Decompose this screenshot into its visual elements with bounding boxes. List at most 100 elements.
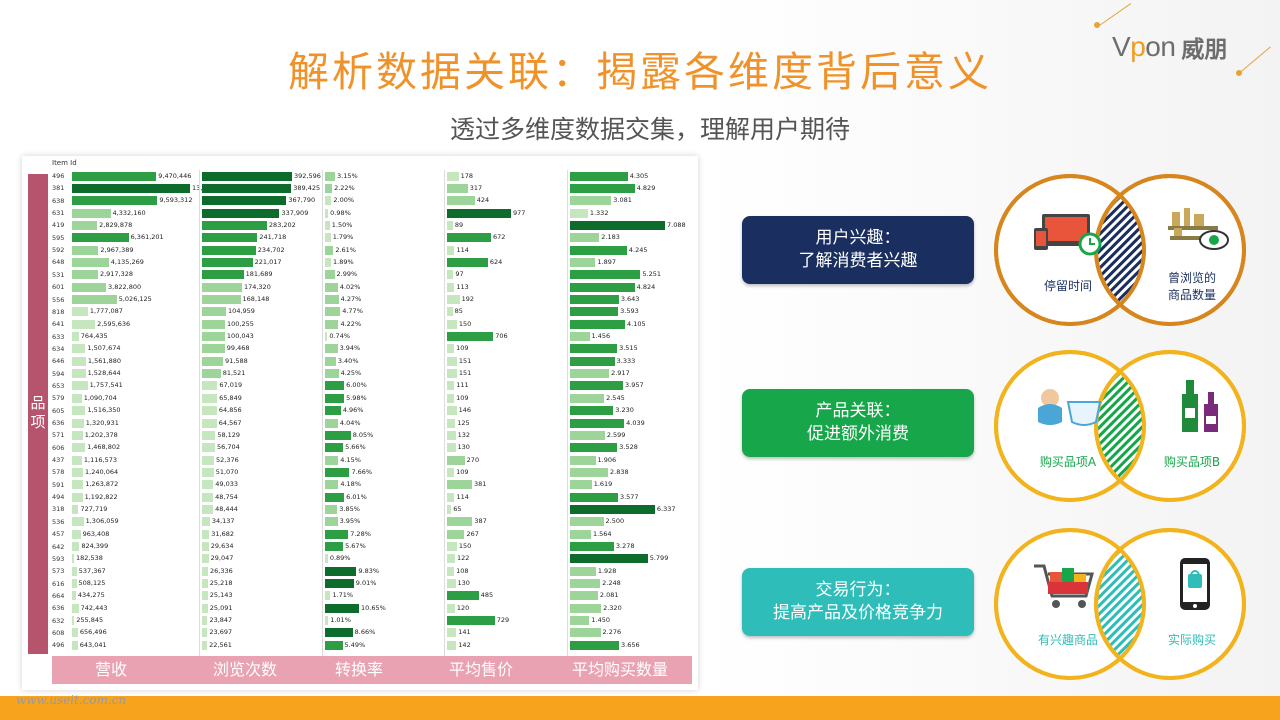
cell-views: 29,047 xyxy=(202,554,233,564)
table-row: 606 1,468,802 56,704 5.66% 130 3.528 xyxy=(52,442,692,454)
cell-revenue: 434,275 xyxy=(72,591,105,601)
cell-qty: 3.230 xyxy=(570,406,634,416)
bar-views xyxy=(202,517,210,527)
value-qty: 2.081 xyxy=(599,591,619,600)
value-revenue: 1,561,880 xyxy=(87,356,121,365)
bar-revenue xyxy=(72,504,79,514)
value-revenue: 1,192,822 xyxy=(84,492,118,501)
bar-conv xyxy=(325,603,359,613)
value-qty: 3.515 xyxy=(619,344,638,353)
cell-conv: 4.02% xyxy=(325,282,360,292)
item-id: 601 xyxy=(52,283,65,292)
bar-conv xyxy=(325,295,339,304)
value-conv: 1.50% xyxy=(331,220,353,229)
cell-revenue: 1,468,802 xyxy=(72,443,121,453)
row-axis-label: 品项 xyxy=(28,174,48,654)
value-views: 34,137 xyxy=(211,517,235,526)
value-conv: 7.66% xyxy=(351,467,373,476)
table-row: 616 508,125 25,218 9.01% 130 2.248 xyxy=(52,578,692,590)
bar-conv xyxy=(325,369,339,379)
bar-price xyxy=(447,245,455,255)
value-revenue: 2,829,878 xyxy=(99,220,133,229)
table-row: 641 2,595,636 100,255 4.22% 150 4.105 xyxy=(52,318,692,330)
bar-revenue xyxy=(72,418,84,428)
cell-views: 392,596 xyxy=(202,171,321,181)
value-revenue: 9,593,312 xyxy=(159,196,193,205)
value-revenue: 2,595,636 xyxy=(97,319,131,328)
bar-qty xyxy=(570,554,648,564)
cell-conv: 1.71% xyxy=(325,591,354,601)
bar-revenue xyxy=(72,480,84,490)
cell-conv: 3.85% xyxy=(325,504,360,514)
bar-price xyxy=(447,183,468,193)
item-id: 595 xyxy=(52,233,65,242)
value-qty: 3.528 xyxy=(619,443,638,452)
column-header-band: 营收 浏览次数 转换率 平均售价 平均购买数量 xyxy=(52,656,692,684)
cell-qty: 4.105 xyxy=(570,319,646,329)
value-views: 25,143 xyxy=(209,591,233,600)
cell-views: 51,070 xyxy=(202,467,238,477)
cell-revenue: 1,507,674 xyxy=(72,344,121,354)
value-price: 109 xyxy=(456,344,469,353)
bar-qty xyxy=(570,529,591,539)
value-price: 141 xyxy=(458,628,471,637)
value-revenue: 1,468,802 xyxy=(87,443,121,452)
value-price: 270 xyxy=(466,455,480,464)
cell-qty: 4.039 xyxy=(570,418,645,428)
bar-conv xyxy=(325,418,338,428)
cell-price: 151 xyxy=(447,369,471,379)
cell-qty: 2.248 xyxy=(570,579,621,589)
value-conv: 1.71% xyxy=(332,591,354,600)
cell-views: 283,202 xyxy=(202,220,296,230)
cell-price: 120 xyxy=(447,603,470,613)
bar-conv xyxy=(325,504,338,514)
value-conv: 3.40% xyxy=(337,356,359,365)
cell-conv: 2.99% xyxy=(325,270,357,280)
value-qty: 2.838 xyxy=(610,467,629,476)
value-conv: 8.66% xyxy=(354,628,376,637)
bar-revenue xyxy=(72,220,98,230)
value-conv: 1.89% xyxy=(333,257,354,266)
decor-dot-right xyxy=(1236,70,1242,76)
value-conv: 4.27% xyxy=(340,295,362,303)
value-conv: 9.01% xyxy=(355,579,377,588)
bar-price xyxy=(447,220,453,230)
bar-revenue xyxy=(72,467,84,477)
cell-price: 424 xyxy=(447,196,489,206)
bar-qty xyxy=(570,418,625,428)
value-revenue: 9,470,446 xyxy=(158,171,192,180)
cell-revenue: 9,470,446 xyxy=(72,171,192,181)
bar-qty xyxy=(570,579,601,589)
item-id: 578 xyxy=(52,468,65,477)
value-qty: 2.248 xyxy=(602,579,621,588)
bar-price xyxy=(447,307,453,317)
bar-views xyxy=(202,282,242,292)
value-price: 114 xyxy=(456,492,469,501)
value-price: 120 xyxy=(456,603,470,612)
cell-revenue: 824,399 xyxy=(72,542,108,551)
category-box-1: 产品关联： 促进额外消费 xyxy=(742,389,974,457)
item-id: 631 xyxy=(52,209,65,218)
bar-qty xyxy=(570,430,605,440)
bar-views xyxy=(202,542,209,551)
table-row: 592 2,967,389 234,702 2.61% 114 4.245 xyxy=(52,244,692,256)
cell-qty: 1.619 xyxy=(570,480,612,490)
value-revenue: 1,240,064 xyxy=(85,467,119,476)
cell-price: 65 xyxy=(447,504,462,514)
bar-revenue xyxy=(72,307,88,317)
cell-revenue: 4,135,269 xyxy=(72,257,144,267)
value-qty: 4.305 xyxy=(629,171,649,180)
bar-qty xyxy=(570,517,604,527)
value-views: 65,849 xyxy=(219,393,242,402)
value-price: 151 xyxy=(458,356,472,365)
value-views: 389,425 xyxy=(293,183,321,192)
value-views: 26,336 xyxy=(210,566,233,575)
value-conv: 0.89% xyxy=(329,554,351,563)
bar-price xyxy=(447,529,465,539)
cell-revenue: 1,320,931 xyxy=(72,418,119,428)
bar-conv xyxy=(325,233,331,243)
value-qty: 2.500 xyxy=(605,517,625,526)
bar-price xyxy=(447,171,459,181)
cell-views: 23,697 xyxy=(202,628,232,638)
value-conv: 0.74% xyxy=(329,332,351,341)
